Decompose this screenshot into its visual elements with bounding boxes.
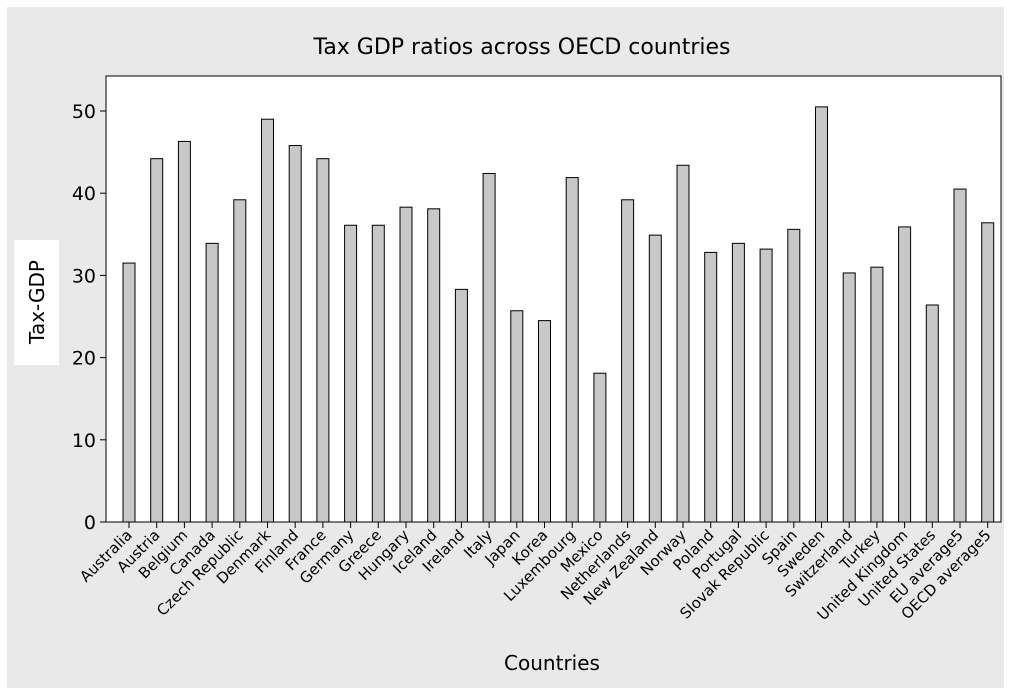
bar bbox=[482, 172, 496, 523]
bar bbox=[261, 118, 274, 523]
y-tick-label: 40 bbox=[72, 183, 96, 205]
y-tick-label: 0 bbox=[84, 512, 96, 534]
chart-figure: Tax GDP ratios across OECD countries 0 10… bbox=[7, 7, 1004, 688]
y-tick-label: 20 bbox=[72, 348, 96, 370]
bar bbox=[233, 199, 247, 523]
bar bbox=[704, 251, 718, 523]
y-axis-label-background bbox=[14, 240, 59, 365]
y-tick-label: 30 bbox=[72, 265, 96, 287]
y-axis: 0 10 20 30 40 50 bbox=[72, 101, 106, 534]
y-tick-label: 10 bbox=[72, 430, 96, 452]
bar-chart: Tax GDP ratios across OECD countries 0 10… bbox=[14, 35, 1002, 675]
y-tick-label: 50 bbox=[72, 101, 96, 123]
bar bbox=[870, 266, 884, 523]
bar bbox=[648, 234, 662, 523]
bar bbox=[371, 224, 385, 523]
bar bbox=[427, 208, 441, 523]
bar bbox=[787, 228, 801, 523]
bar bbox=[953, 188, 967, 523]
bar bbox=[316, 158, 330, 523]
bar bbox=[288, 145, 302, 523]
bar bbox=[842, 272, 856, 523]
bar bbox=[538, 320, 551, 523]
bar bbox=[122, 262, 136, 523]
bar bbox=[676, 164, 690, 523]
bar bbox=[621, 199, 635, 523]
bars bbox=[122, 106, 995, 523]
bar bbox=[399, 206, 413, 523]
bar bbox=[925, 304, 939, 523]
bar bbox=[565, 177, 579, 523]
bar bbox=[344, 224, 358, 523]
chart-title: Tax GDP ratios across OECD countries bbox=[313, 35, 731, 60]
bar bbox=[731, 242, 745, 523]
y-axis-label: Tax-GDP bbox=[25, 260, 49, 345]
bar bbox=[815, 106, 828, 523]
bar bbox=[510, 310, 524, 523]
bar bbox=[898, 226, 912, 523]
x-axis-label: Countries bbox=[504, 651, 600, 675]
bar bbox=[205, 242, 219, 523]
bar bbox=[759, 248, 773, 523]
bar bbox=[981, 222, 995, 523]
bar bbox=[454, 288, 468, 523]
bar bbox=[593, 372, 607, 523]
bar bbox=[177, 140, 191, 523]
bar bbox=[150, 158, 164, 523]
